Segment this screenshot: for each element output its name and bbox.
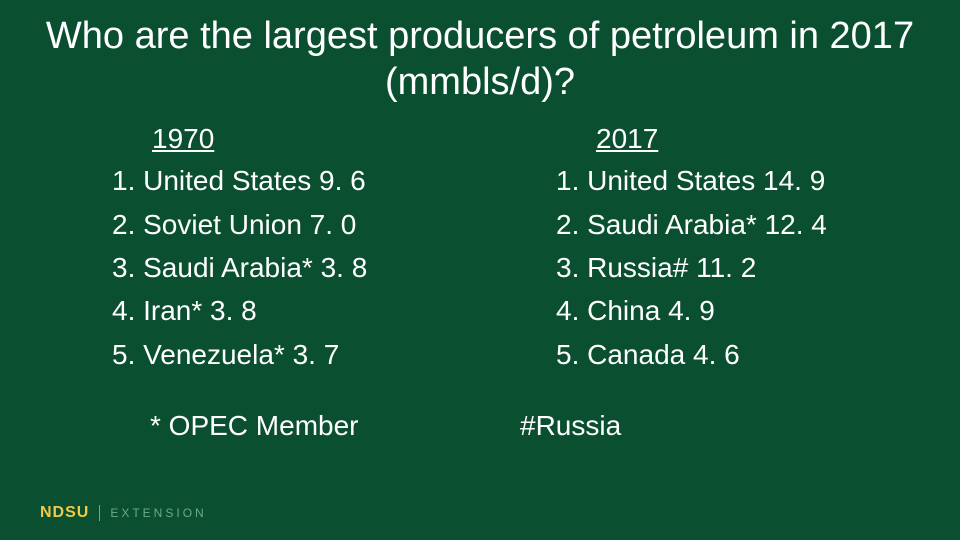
- list-item: 5. Canada 4. 6: [556, 333, 960, 376]
- logo-divider: [99, 505, 100, 521]
- year-2017: 2017: [596, 123, 960, 155]
- year-1970: 1970: [152, 123, 516, 155]
- list-item: 1. United States 14. 9: [556, 159, 960, 202]
- footnotes: * OPEC Member #Russia: [0, 376, 960, 442]
- slide-title: Who are the largest producers of petrole…: [0, 0, 960, 105]
- logo-extension: EXTENSION: [110, 506, 206, 520]
- column-2017: 2017 1. United States 14. 9 2. Saudi Ara…: [516, 123, 960, 376]
- list-item: 5. Venezuela* 3. 7: [112, 333, 516, 376]
- footnote-opec: * OPEC Member: [0, 410, 450, 442]
- list-item: 1. United States 9. 6: [112, 159, 516, 202]
- list-item: 3. Russia# 11. 2: [556, 246, 960, 289]
- ndsu-logo: NDSU EXTENSION: [40, 504, 207, 522]
- list-item: 2. Saudi Arabia* 12. 4: [556, 203, 960, 246]
- list-item: 4. Iran* 3. 8: [112, 289, 516, 332]
- list-item: 3. Saudi Arabia* 3. 8: [112, 246, 516, 289]
- column-1970: 1970 1. United States 9. 6 2. Soviet Uni…: [0, 123, 516, 376]
- footnote-russia: #Russia: [450, 410, 621, 442]
- list-item: 2. Soviet Union 7. 0: [112, 203, 516, 246]
- columns: 1970 1. United States 9. 6 2. Soviet Uni…: [0, 105, 960, 376]
- logo-mark: NDSU: [40, 504, 89, 522]
- list-item: 4. China 4. 9: [556, 289, 960, 332]
